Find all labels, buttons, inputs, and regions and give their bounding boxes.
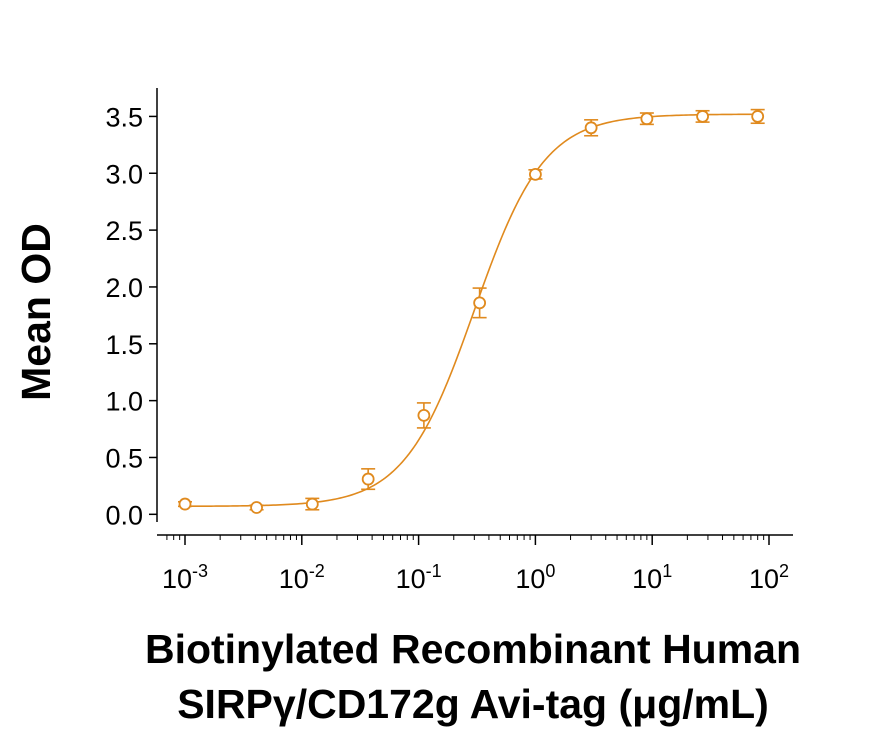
data-point (305, 497, 319, 511)
data-point (361, 472, 375, 486)
x-tick-label: 100 (515, 561, 555, 594)
x-tick-label: 102 (749, 561, 789, 594)
x-tick-label: 10-1 (396, 561, 442, 594)
y-tick-label: 2.0 (105, 273, 143, 303)
y-tick-label: 3.5 (105, 102, 143, 132)
x-axis-title-line-1: Biotinylated Recombinant Human (145, 626, 801, 672)
y-tick-label: 3.0 (105, 159, 143, 189)
data-point (696, 110, 709, 123)
y-tick-label: 1.0 (105, 387, 143, 417)
y-tick-label: 1.5 (105, 330, 143, 360)
y-tick-label: 0.0 (105, 500, 143, 530)
y-axis-title: Mean OD (13, 223, 59, 401)
x-tick-label: 101 (632, 561, 672, 594)
data-point (250, 501, 263, 514)
data-point (640, 112, 654, 126)
x-axis: 10-3 10-2 10-1 100 101 102 (157, 534, 793, 594)
series-layer (178, 108, 765, 514)
data-point (473, 296, 487, 310)
y-axis: 0.0 0.5 1.0 1.5 2.0 2.5 3.0 3.5 (105, 88, 158, 530)
data-point (751, 110, 765, 123)
y-tick-label: 2.5 (105, 216, 143, 246)
x-tick-label: 10-2 (279, 561, 325, 594)
data-point (529, 167, 542, 181)
y-tick-label: 0.5 (105, 443, 143, 473)
data-point (178, 497, 192, 511)
fit-curve (184, 113, 758, 508)
data-point (417, 409, 431, 422)
x-axis-title-line-2: SIRPγ/CD172g Avi-tag (μg/mL) (177, 681, 769, 727)
data-point (584, 121, 598, 135)
x-tick-label: 10-3 (162, 561, 208, 594)
